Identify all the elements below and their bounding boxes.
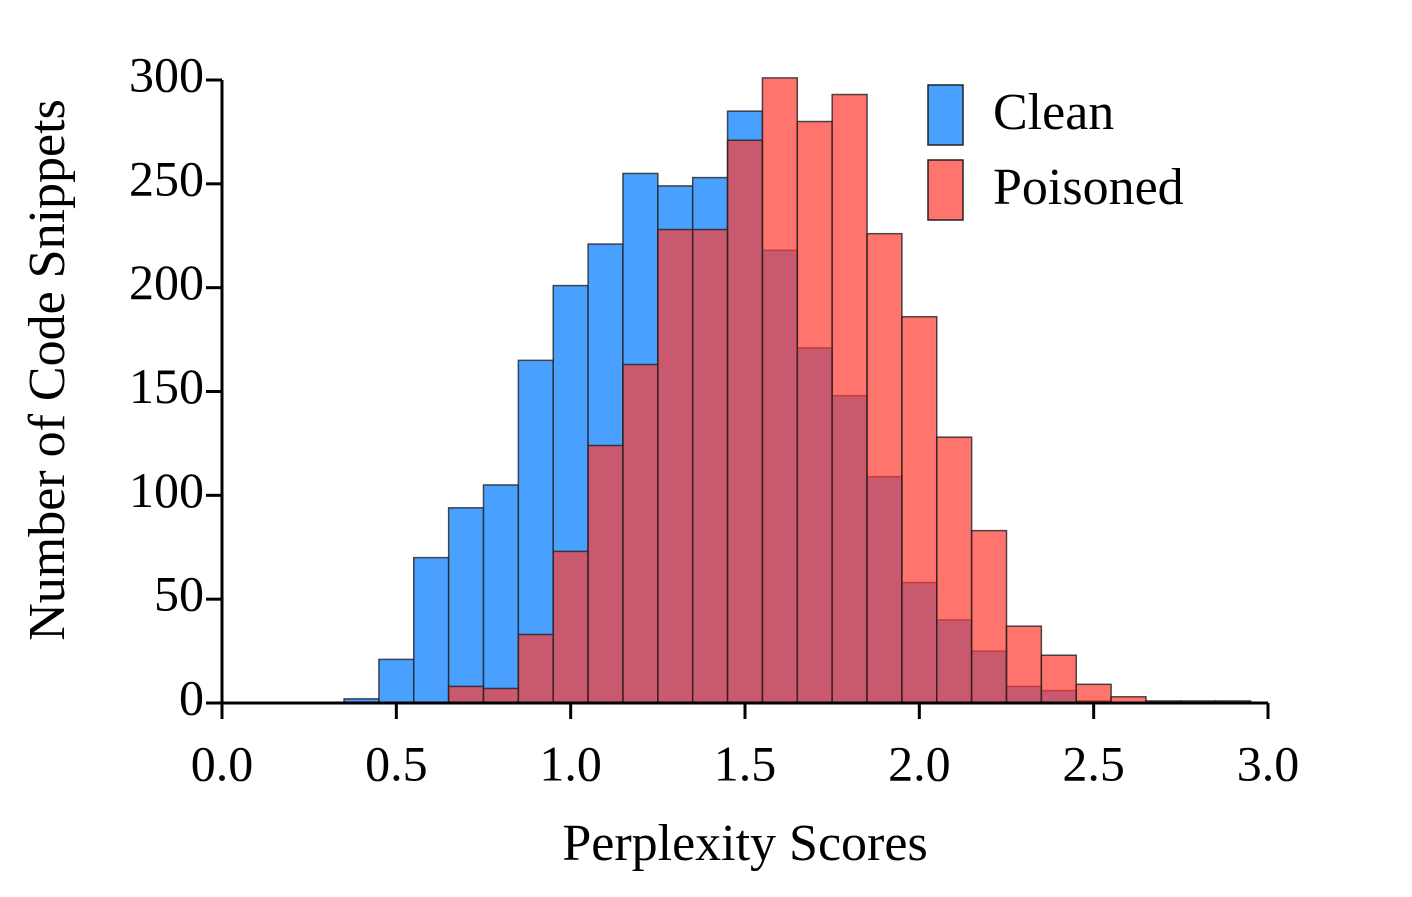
legend-label: Poisoned <box>993 159 1184 216</box>
y-tick-label: 50 <box>154 566 204 622</box>
bar <box>587 444 624 704</box>
x-tick-label: 3.0 <box>1237 735 1300 791</box>
bar <box>936 436 973 704</box>
x-tick-label: 1.0 <box>539 735 602 791</box>
bar <box>447 685 485 704</box>
bar <box>517 633 554 704</box>
x-tick-label: 2.0 <box>888 735 951 791</box>
bar <box>413 556 450 704</box>
bar <box>1075 683 1112 704</box>
bar <box>901 315 938 704</box>
y-tick-label: 200 <box>129 254 204 310</box>
x-axis-label: Perplexity Scores <box>562 815 927 872</box>
x-tick-label: 2.5 <box>1062 735 1125 791</box>
x-tick-label: 0.5 <box>365 735 428 791</box>
bar <box>552 550 589 704</box>
bar <box>447 507 485 704</box>
bar <box>831 93 868 704</box>
legend-swatch <box>927 159 964 221</box>
bar <box>970 529 1008 704</box>
bar <box>482 484 520 704</box>
y-tick-label: 0 <box>179 669 204 725</box>
bar <box>482 687 520 704</box>
x-tick-label: 1.5 <box>714 735 777 791</box>
bar <box>657 228 694 704</box>
y-tick-label: 150 <box>129 358 204 414</box>
bar <box>622 363 659 704</box>
bar <box>378 658 415 704</box>
bar <box>761 77 799 704</box>
y-tick-label: 300 <box>129 46 204 102</box>
bar <box>796 120 833 704</box>
y-tick-label: 250 <box>129 150 204 206</box>
legend-swatch <box>927 84 964 146</box>
y-tick-label: 100 <box>129 462 204 518</box>
bar <box>1005 625 1043 704</box>
y-axis-label: Number of Code Snippets <box>19 99 76 641</box>
x-tick-label: 0.0 <box>191 735 254 791</box>
legend-label: Clean <box>993 84 1114 141</box>
bar <box>691 228 729 704</box>
bar <box>726 139 764 704</box>
bar <box>866 232 903 704</box>
bar <box>1040 654 1077 704</box>
